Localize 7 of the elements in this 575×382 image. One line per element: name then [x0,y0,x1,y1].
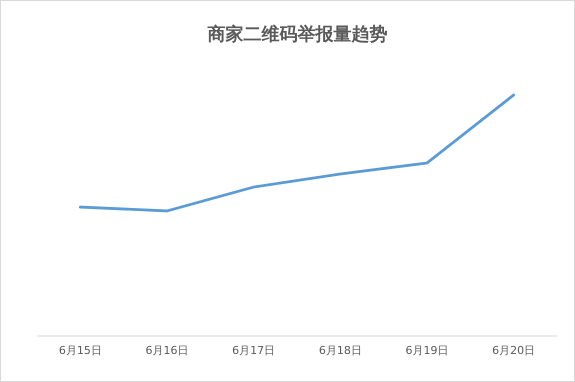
x-tick-label: 6月15日 [58,344,102,357]
chart-title: 商家二维码举报量趋势 [206,24,388,45]
x-tick-label: 6月16日 [146,344,188,357]
x-tick-label: 6月18日 [318,344,362,357]
x-tick-label: 6月20日 [492,344,536,357]
x-tick-label: 6月19日 [406,344,448,357]
x-tick-label: 6月17日 [232,344,276,357]
